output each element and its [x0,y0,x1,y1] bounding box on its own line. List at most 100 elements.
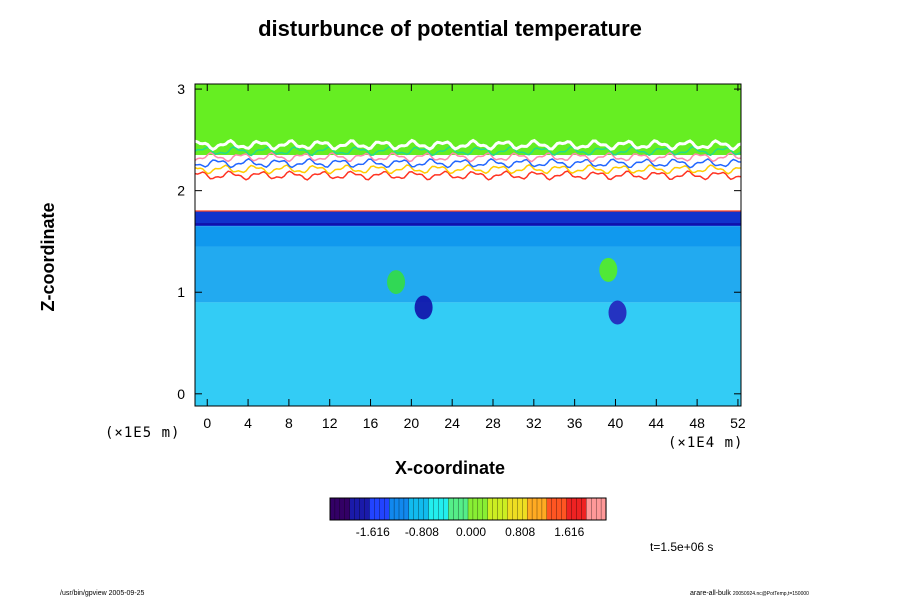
colorbar-cell [379,497,385,521]
colorbar-cell [546,497,553,521]
footer-right-main: arare-all-bulk [690,590,731,597]
colorbar-cell [334,497,341,521]
colorbar-cell [374,497,380,521]
colorbar-cell [586,497,592,521]
layer-6 [195,302,741,406]
x-tick-label: 52 [730,415,746,431]
colorbar-cell [482,497,489,521]
colorbar-tick-label: -0.808 [405,525,439,539]
colorbar-cell [531,497,538,521]
colorbar-cell [551,497,558,521]
colorbar-cell [364,497,370,521]
colorbar-cell [581,497,587,521]
feature-2 [599,257,618,282]
colorbar-cell [526,497,533,521]
y-axis: 0 1 2 3 [177,81,741,402]
colorbar-cell [492,497,499,521]
x-axis-label: X-coordinate [394,458,505,478]
plot-frame [194,83,742,407]
y-tick-label: 2 [177,183,185,199]
colorbar-cell [571,497,577,521]
y-axis-label: Z-coordinate [38,202,58,312]
colorbar-cell [566,497,573,521]
x-tick-label: 48 [689,415,705,431]
colorbar-cell [541,497,548,521]
colorbar-cell [467,497,474,521]
feature-0 [387,270,406,295]
colorbar-cell [487,497,494,521]
colorbar-cell [497,497,504,521]
colorbar-cell [448,497,454,521]
colorbar-cell [408,497,415,521]
colorbar-cell [354,497,361,521]
colorbar-cell [477,497,484,521]
colorbar-cell [393,497,400,521]
colorbar: -1.616 -0.808 0.000 0.808 1.616 [329,497,607,539]
footer-right-small: 20050924.nc@PotTemp,t=150000 [732,591,809,597]
colorbar-cell [462,497,469,521]
colorbar-cell [453,497,459,521]
colorbar-frame [329,497,607,521]
y-tick-label: 0 [177,386,185,402]
colorbar-cell [561,497,568,521]
footer-left: /usr/bin/gpview 2005-09-25 [60,590,145,597]
colorbar-cell [556,497,563,521]
feature-1 [414,295,433,320]
wave-line-3 [195,151,741,163]
colorbar-cell [344,497,351,521]
layer-3 [195,210,741,227]
colorbar-cell [517,497,523,521]
colorbar-cell [403,497,410,521]
x-tick-label: 28 [485,415,501,431]
x-axis-unit: (×1E4 m) [668,435,744,451]
x-tick-label: 24 [444,415,460,431]
colorbar-cell [359,497,366,521]
x-tick-label: 16 [363,415,379,431]
wave-line-0 [195,170,741,181]
colorbar-cell [457,497,464,521]
colorbar-cell [349,497,356,521]
wave-line-2 [195,157,741,169]
layer-2 [195,190,741,211]
wave-line-1 [195,163,741,175]
colorbar-tick-label: 1.616 [554,525,584,539]
x-tick-label: 20 [404,415,420,431]
colorbar-cell [413,497,420,521]
y-axis-unit: (×1E5 m) [105,425,181,441]
colorbar-cell [388,497,395,521]
colorbar-cell [339,497,346,521]
colorbar-cell [398,497,405,521]
colorbar-cell [502,497,508,521]
colorbar-cell [472,497,479,521]
colorbar-tick-label: 0.000 [456,525,486,539]
time-label: t=1.5e+06 s [650,540,714,554]
colorbar-cell [329,497,336,521]
colorbar-cell [591,497,597,521]
chart-title: disturbunce of potential temperature [258,16,642,41]
x-tick-label: 44 [649,415,665,431]
layer-5 [195,246,741,303]
x-tick-label: 36 [567,415,583,431]
colorbar-cell [443,497,449,521]
colorbar-cell [595,497,602,521]
x-tick-label: 0 [203,415,211,431]
colorbar-cell [438,497,444,521]
wave-line-4 [195,145,741,157]
colorbar-cell [576,497,582,521]
feature-3 [608,300,627,325]
colorbar-cell [369,497,375,521]
colorbar-cell [428,497,435,521]
y-tick-label: 1 [177,284,185,300]
colorbar-tick-label: -1.616 [356,525,390,539]
x-tick-label: 32 [526,415,542,431]
colorbar-cell [536,497,543,521]
colorbar-cell [433,497,439,521]
colorbar-cell [507,497,513,521]
footer-right: arare-all-bulk 20050924.nc@PotTemp,t=150… [690,590,809,597]
x-tick-label: 8 [285,415,293,431]
x-axis: 0 4 8 12 16 20 24 28 32 36 40 44 48 52 [203,84,746,431]
layer-4 [195,226,741,247]
colorbar-cell [512,497,518,521]
x-tick-label: 4 [244,415,252,431]
